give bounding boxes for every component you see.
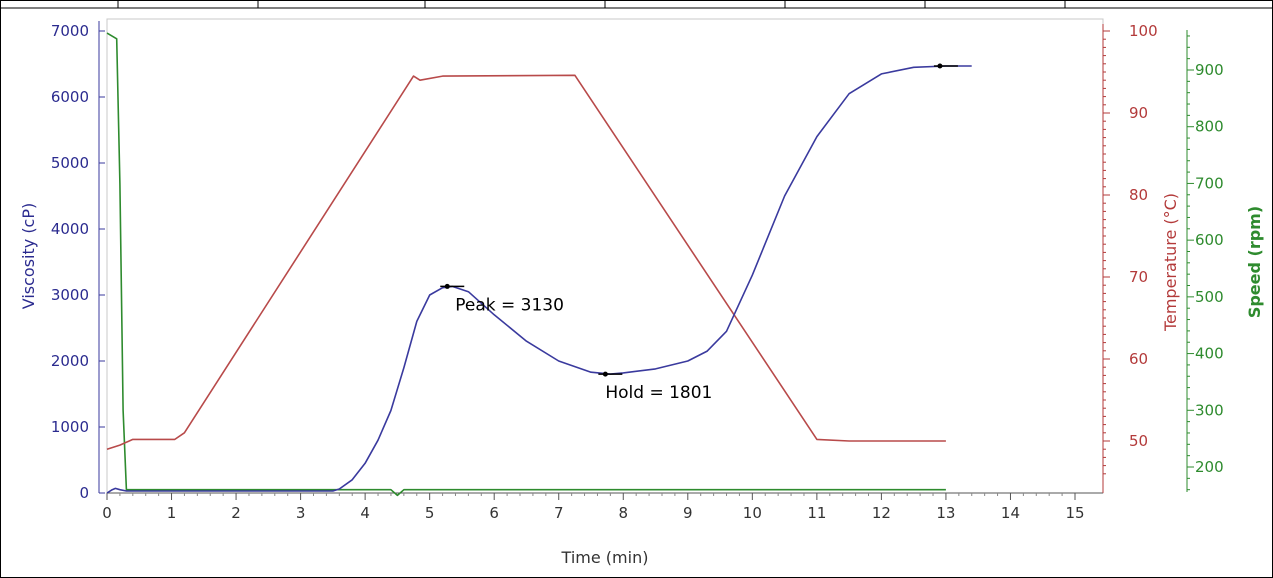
x-tick-label: 9: [683, 504, 693, 522]
annotation-dot: [602, 371, 608, 377]
x-tick-label: 10: [743, 504, 762, 522]
x-tick-label: 3: [296, 504, 306, 522]
viscosity-tick-label: 3000: [51, 286, 89, 304]
speed-axis-title: Speed (rpm): [1245, 206, 1264, 318]
speed-tick-label: 600: [1195, 231, 1224, 249]
temperature-tick-label: 80: [1129, 186, 1148, 204]
hold-annotation-label: Hold = 1801: [605, 383, 712, 403]
x-tick-label: 13: [936, 504, 955, 522]
peak-annotation-label: Peak = 3130: [455, 295, 564, 315]
viscosity-tick-label: 7000: [51, 22, 89, 40]
x-tick-label: 0: [102, 504, 112, 522]
viscosity-axis: 0 1000 2000 3000 4000 5000 6000 7000: [51, 21, 105, 502]
x-tick-label: 2: [231, 504, 241, 522]
x-tick-label: 4: [360, 504, 370, 522]
viscosity-tick-label: 4000: [51, 220, 89, 238]
speed-tick-label: 800: [1195, 118, 1224, 136]
final-viscosity-dot: [937, 63, 943, 69]
temperature-series-line: [106, 74, 946, 450]
viscosity-series-line: [106, 65, 972, 494]
x-tick-label: 11: [807, 504, 826, 522]
x-tick-label: 15: [1065, 504, 1084, 522]
x-tick-label: 1: [167, 504, 177, 522]
speed-tick-label: 300: [1195, 401, 1224, 419]
temperature-tick-label: 70: [1129, 268, 1148, 286]
speed-tick-label: 500: [1195, 288, 1224, 306]
annotation-layer: Peak = 3130 Hold = 1801: [440, 283, 712, 403]
viscosity-tick-label: 2000: [51, 352, 89, 370]
viscosity-axis-title: Viscosity (cP): [19, 203, 38, 310]
x-tick-label: 8: [618, 504, 628, 522]
temperature-tick-label: 90: [1129, 104, 1148, 122]
x-axis: 0 1 2 3 4 5 6 7 8 9 10 11 12 13 14 15: [102, 492, 1103, 522]
speed-tick-label: 900: [1195, 61, 1224, 79]
speed-tick-label: 200: [1195, 458, 1224, 476]
temperature-tick-label: 50: [1129, 432, 1148, 450]
temperature-tick-label: 60: [1129, 350, 1148, 368]
speed-axis: 200 300 400 500 600 700 800 900: [1186, 30, 1224, 492]
temperature-axis: 50 60 70 80 90 100: [1102, 22, 1158, 493]
temperature-axis-title: Temperature (°C): [1161, 193, 1180, 332]
viscosity-tick-label: 1000: [51, 418, 89, 436]
x-tick-label: 5: [425, 504, 435, 522]
speed-series-line: [106, 32, 946, 497]
viscosity-tick-label: 5000: [51, 154, 89, 172]
speed-tick-label: 700: [1195, 174, 1224, 192]
viscosity-tick-label: 6000: [51, 88, 89, 106]
speed-tick-label: 400: [1195, 345, 1224, 363]
temperature-tick-label: 100: [1129, 22, 1158, 40]
x-tick-label: 12: [872, 504, 891, 522]
x-tick-label: 7: [554, 504, 564, 522]
x-tick-label: 6: [489, 504, 499, 522]
series-layer: [106, 32, 972, 497]
annotation-dot: [444, 283, 450, 289]
x-tick-label: 14: [1001, 504, 1020, 522]
table-header-strip: [0, 0, 1273, 9]
viscosity-tick-label: 0: [79, 484, 89, 502]
x-axis-title: Time (min): [561, 548, 649, 567]
